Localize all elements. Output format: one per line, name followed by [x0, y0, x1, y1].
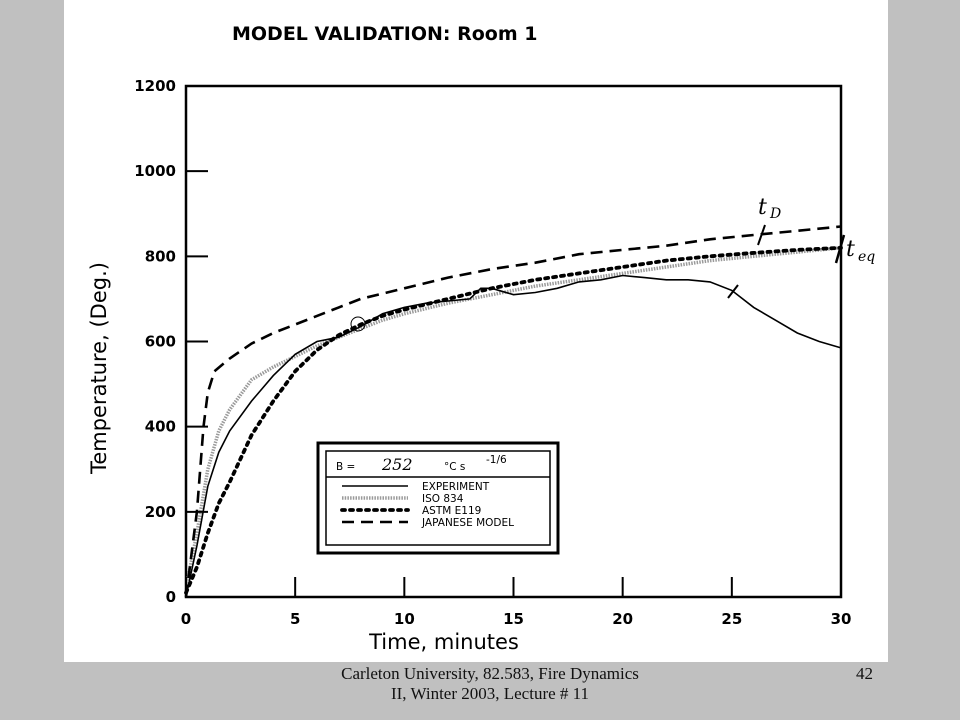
- y-tick-label-1200: 1200: [134, 77, 176, 95]
- legend-b-label: B =: [336, 461, 355, 473]
- annotation-t-eq: t: [846, 237, 855, 262]
- page-number: 42: [856, 664, 873, 683]
- legend-b-exponent: -1/6: [486, 454, 507, 466]
- legend-b-value: 252: [381, 455, 413, 474]
- y-tick-label-1000: 1000: [134, 162, 176, 180]
- y-tick-label-800: 800: [145, 247, 176, 265]
- y-tick-label-0: 0: [166, 588, 176, 606]
- chart-title: MODEL VALIDATION: Room 1: [232, 23, 538, 45]
- x-tick-label-15: 15: [503, 610, 524, 628]
- y-tick-label-600: 600: [145, 333, 176, 351]
- x-tick-label-0: 0: [181, 610, 191, 628]
- legend-experiment-label: EXPERIMENT: [422, 481, 490, 493]
- legend-b-unit: °C s: [444, 461, 465, 473]
- y-tick-label-400: 400: [145, 418, 176, 436]
- series-iso-834: [184, 246, 842, 589]
- series-japanese-model: [184, 225, 842, 598]
- y-tick-label-200: 200: [145, 503, 176, 521]
- x-axis-label: Time, minutes: [368, 630, 519, 654]
- x-tick-label-30: 30: [831, 610, 852, 628]
- legend-astm-e119-label: ASTM E119: [422, 505, 481, 517]
- chart: MODEL VALIDATION: Room 1 020040060080010…: [87, 23, 875, 654]
- annotation-t-d-sub: D: [769, 206, 781, 222]
- annotation-t-d: t: [758, 195, 767, 220]
- series-experiment: [185, 274, 842, 598]
- x-tick-label-10: 10: [394, 610, 415, 628]
- slide-footer: Carleton University, 82.583, Fire Dynami…: [341, 664, 639, 703]
- x-tick-label-25: 25: [721, 610, 742, 628]
- y-axis-label: Temperature, (Deg.): [87, 262, 111, 475]
- slide-image: MODEL VALIDATION: Room 1 0 200 400 600 800 10…: [64, 0, 888, 662]
- series-astm-e119: [184, 245, 843, 595]
- x-tick-label-5: 5: [290, 610, 300, 628]
- x-tick-label-20: 20: [612, 610, 633, 628]
- handwritten-annotations: t D t eq: [350, 195, 875, 332]
- annotation-t-eq-sub: eq: [858, 249, 875, 265]
- legend-japanese-model-label: JAPANESE MODEL: [421, 517, 514, 529]
- legend-iso-834-label: ISO 834: [422, 493, 464, 505]
